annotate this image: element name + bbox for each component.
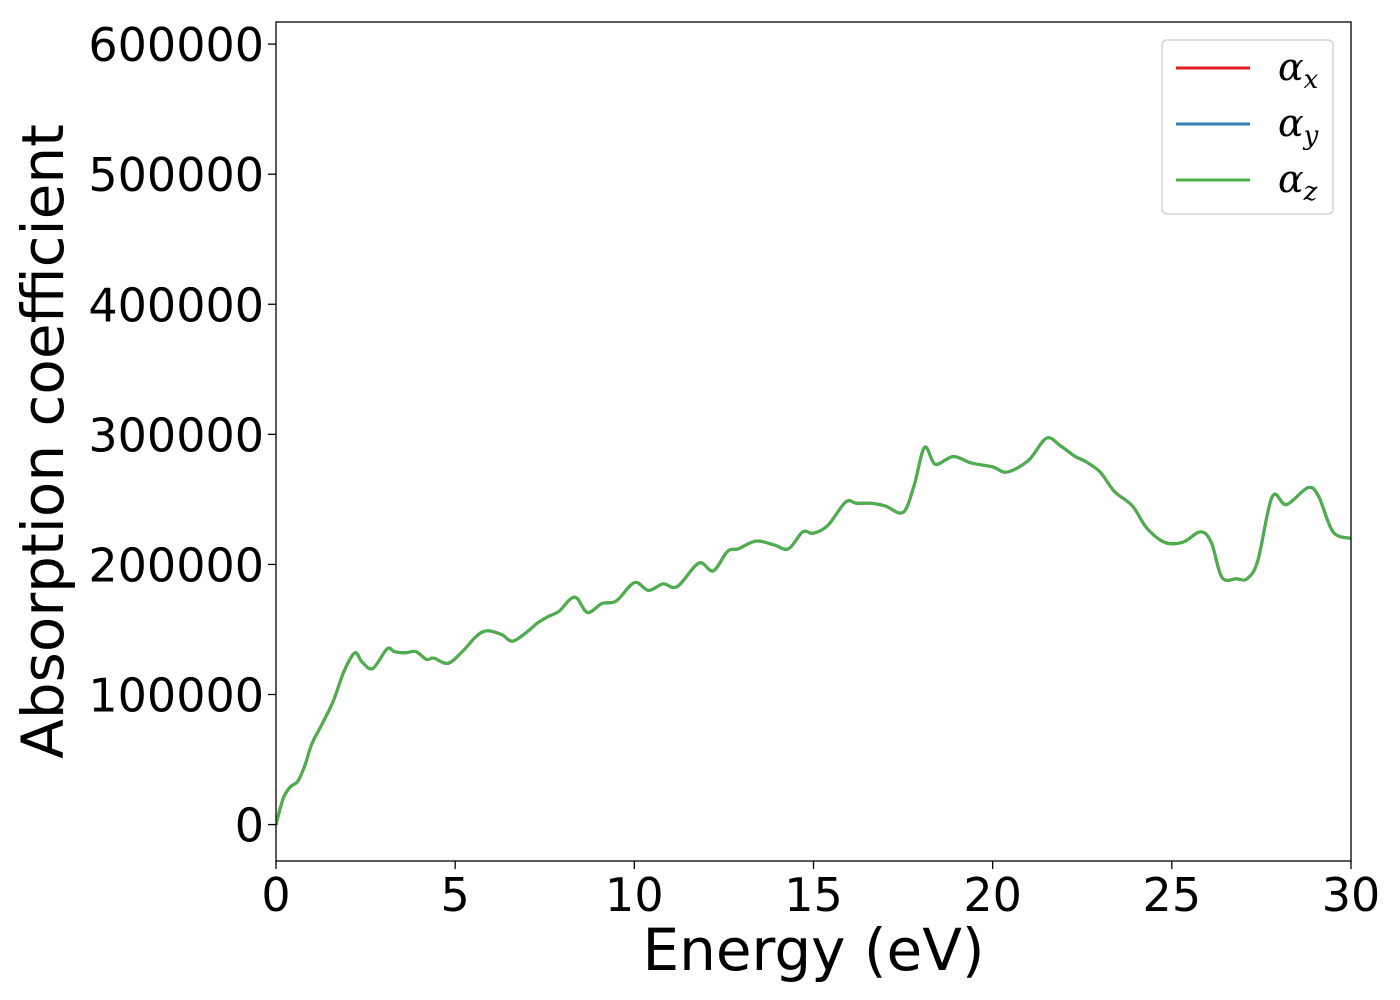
series-line-2 [276,436,1351,827]
series-line-1 [276,436,1351,827]
x-tick-label: 0 [261,868,290,922]
y-tick-label: 100000 [88,669,264,723]
x-tick-label: 30 [1322,868,1381,922]
y-tick-label: 0 [235,799,264,853]
series-layer [276,436,1351,827]
x-tick-label: 25 [1143,868,1202,922]
x-tick-label: 10 [605,868,664,922]
y-axis-ticks: 0 100000 200000 300000 400000 500000 600000 [88,18,276,853]
y-tick-label: 300000 [88,408,264,462]
y-tick-label: 500000 [88,148,264,202]
series-line-3 [276,436,1351,827]
x-axis-label: Energy (eV) [642,916,984,984]
legend-box [1161,39,1334,215]
x-axis-ticks: 0 5 10 15 20 25 30 [261,861,1380,922]
legend-label: αx [1278,45,1319,95]
y-tick-label: 200000 [88,538,264,592]
y-axis-label: Absorption coefficient [9,124,77,759]
legend: αx αy αz [1161,39,1334,215]
x-tick-label: 5 [441,868,470,922]
x-tick-label: 20 [963,868,1022,922]
legend-label: αy [1278,101,1319,151]
y-tick-label: 400000 [88,278,264,332]
x-tick-label: 15 [784,868,843,922]
legend-label: αz [1278,157,1318,207]
y-tick-label: 600000 [88,18,264,72]
